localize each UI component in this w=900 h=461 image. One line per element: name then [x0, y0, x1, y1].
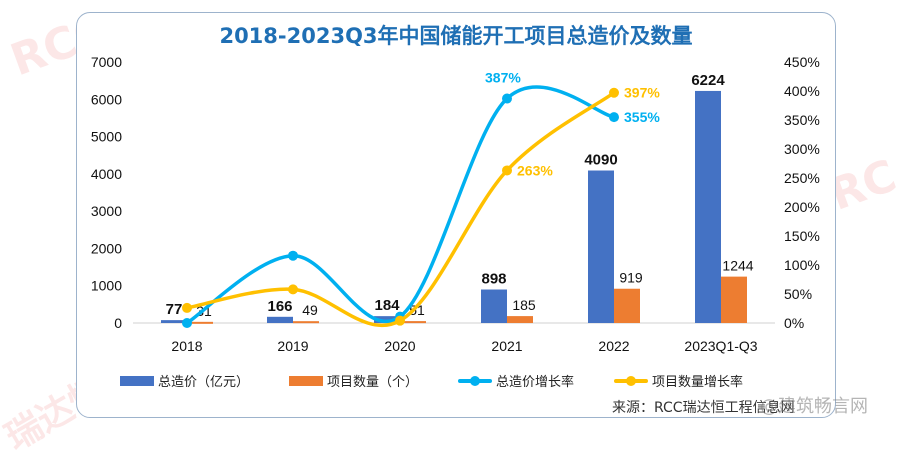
- point-count-growth: [395, 315, 405, 326]
- bar-label-cost: 77: [166, 301, 183, 318]
- bar-label-count: 919: [619, 270, 643, 286]
- right-tick-label: 300%: [784, 141, 820, 157]
- bar-cost: [695, 90, 721, 323]
- point-count-growth: [609, 87, 619, 98]
- right-tick-label: 350%: [784, 112, 820, 128]
- left-tick-label: 1000: [91, 278, 122, 294]
- right-tick-label: 0%: [784, 315, 804, 331]
- point-cost-growth: [288, 250, 298, 261]
- label-count-growth: 263%: [517, 162, 553, 178]
- bar-cost: [374, 316, 400, 323]
- right-tick-label: 150%: [784, 228, 820, 244]
- bar-label-cost: 166: [267, 298, 292, 315]
- left-tick-label: 0: [114, 315, 122, 331]
- bar-count: [721, 276, 747, 323]
- right-tick-label: 100%: [784, 257, 820, 273]
- bar-count: [293, 321, 319, 324]
- bar-count: [187, 321, 213, 324]
- label-count-growth: 397%: [624, 85, 660, 101]
- left-tick-label: 4000: [91, 166, 122, 182]
- x-tick-label: 2021: [491, 338, 522, 354]
- source-note: 来源：RCC瑞达恒工程信息网: [612, 400, 795, 416]
- x-tick-label: 2022: [598, 338, 629, 354]
- chart-plot: 0 1000 2000 3000 4000 5000 6000 7000 0% 50% 100% 15…: [91, 54, 820, 354]
- point-count-growth: [502, 165, 512, 176]
- bar-count: [400, 321, 426, 324]
- right-tick-label: 200%: [784, 199, 820, 215]
- bar-label-count: 1244: [722, 258, 753, 274]
- bar-cost: [267, 316, 293, 323]
- right-tick-label: 450%: [784, 54, 820, 70]
- left-tick-label: 6000: [91, 91, 122, 107]
- point-cost-growth: [502, 93, 512, 104]
- legend-item-count-growth: 项目数量增长率: [614, 371, 743, 390]
- bar-count: [614, 288, 640, 323]
- corner-watermark: @建筑畅言网: [760, 396, 868, 417]
- x-tick-label: 2020: [384, 338, 415, 354]
- right-tick-label: 250%: [784, 170, 820, 186]
- left-tick-label: 5000: [91, 129, 122, 145]
- bar-label-count: 185: [512, 297, 536, 313]
- label-cost-growth: 387%: [485, 70, 521, 86]
- bar-cost: [588, 170, 614, 323]
- right-tick-label: 50%: [784, 286, 812, 302]
- right-tick-label: 400%: [784, 83, 820, 99]
- bar-label-cost: 6224: [691, 72, 725, 89]
- point-count-growth: [182, 302, 192, 313]
- bar-label-cost: 898: [481, 271, 506, 288]
- point-cost-growth: [609, 112, 619, 123]
- line-cost-growth: [186, 85, 615, 325]
- point-count-growth: [288, 284, 298, 295]
- legend-item-cost-growth: 总造价增长率: [458, 371, 574, 390]
- line-count-growth: [186, 91, 616, 328]
- point-cost-growth: [182, 318, 192, 328]
- label-cost-growth: 355%: [624, 109, 660, 125]
- left-tick-label: 3000: [91, 203, 122, 219]
- bar-label-count: 49: [302, 302, 318, 318]
- left-tick-label: 7000: [91, 54, 122, 70]
- bar-label-cost: 184: [374, 297, 400, 314]
- bar-cost: [161, 320, 187, 323]
- x-tick-label: 2023Q1-Q3: [684, 338, 757, 354]
- left-tick-label: 2000: [91, 240, 122, 256]
- legend-item-count: 项目数量（个）: [289, 371, 418, 390]
- bar-label-cost: 4090: [584, 152, 617, 169]
- bar-count: [507, 316, 533, 323]
- bar-label-count: 51: [409, 302, 425, 318]
- legend: 总造价（亿元） 项目数量（个） 总造价增长率 项目数量增长率: [120, 371, 783, 390]
- legend-item-cost: 总造价（亿元）: [120, 371, 249, 390]
- bar-cost: [481, 289, 507, 323]
- chart-title: 2018-2023Q3年中国储能开工项目总造价及数量: [219, 24, 693, 48]
- x-tick-label: 2019: [277, 338, 308, 354]
- x-tick-label: 2018: [171, 338, 202, 354]
